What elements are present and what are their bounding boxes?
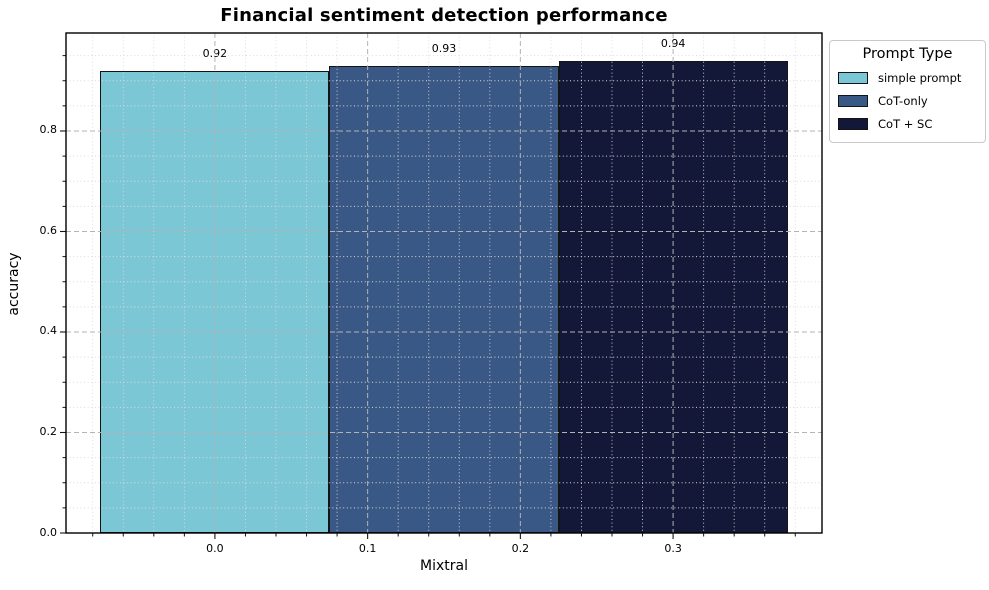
x-tick-label: 0.3 <box>664 542 682 555</box>
bar-cot-only <box>329 65 559 533</box>
y-tick-label: 0.0 <box>39 525 58 539</box>
y-tick-label: 0.2 <box>39 424 58 438</box>
legend-entry-cot-sc: CoT + SC <box>838 112 977 135</box>
bar-simple-prompt <box>100 70 330 533</box>
bar-value-label: 0.93 <box>431 41 457 55</box>
x-tick-label: 0.1 <box>358 542 377 555</box>
y-tick-label: 0.6 <box>39 223 58 237</box>
legend-entry-cot-only: CoT-only <box>838 89 977 112</box>
legend-swatch-cot-only-icon <box>838 94 868 107</box>
legend-swatch-simple-prompt-icon <box>838 71 868 84</box>
legend-entry-simple-prompt: simple prompt <box>838 66 977 89</box>
x-axis-label: Mixtral <box>420 558 468 574</box>
legend-swatch-cot-sc-icon <box>838 117 868 130</box>
y-tick-label: 0.8 <box>39 123 58 137</box>
chart-title: Financial sentiment detection performanc… <box>220 5 668 26</box>
y-axis-label: accuracy <box>6 252 22 316</box>
legend-entry-label: CoT-only <box>878 93 928 108</box>
x-tick-label: 0.2 <box>511 542 530 555</box>
x-tick-label: 0.0 <box>206 542 224 555</box>
bar-cot-sc <box>558 60 788 533</box>
legend: Prompt Type simple prompt CoT-only CoT +… <box>829 40 986 143</box>
legend-entry-label: simple prompt <box>878 70 962 85</box>
y-tick-label: 0.4 <box>39 324 58 338</box>
bar-value-label: 0.94 <box>660 36 686 50</box>
bar-value-label: 0.92 <box>202 46 228 60</box>
legend-entry-label: CoT + SC <box>878 116 933 131</box>
legend-title: Prompt Type <box>862 46 953 62</box>
